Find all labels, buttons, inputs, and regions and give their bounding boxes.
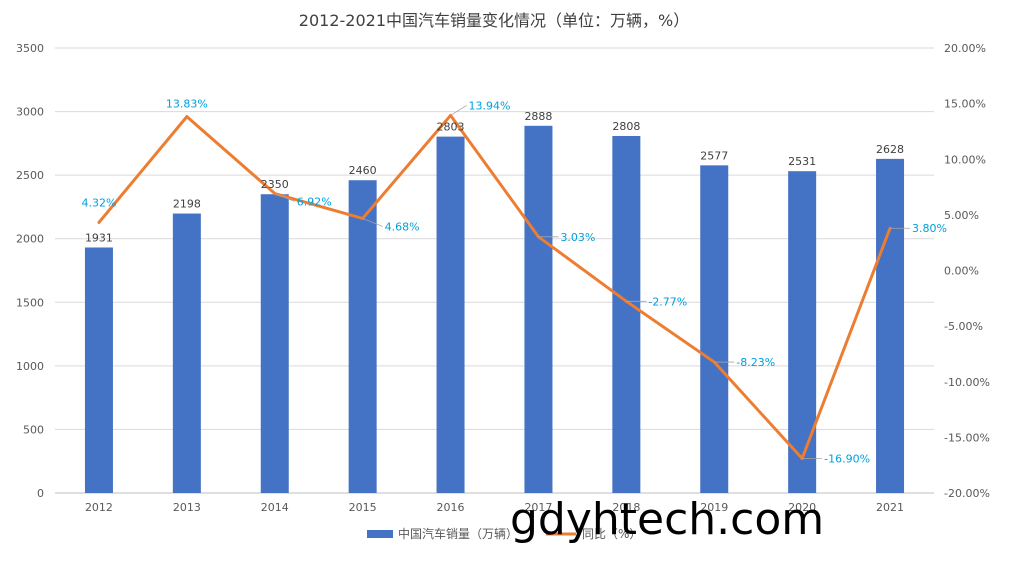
bar [612, 135, 641, 494]
legend: 中国汽车销量（万辆） 同比（%） [367, 526, 641, 541]
y-right-tick-label: -5.00% [944, 320, 983, 333]
chart-title: 2012-2021中国汽车销量变化情况（单位：万辆，%） [299, 11, 689, 30]
x-tick-label: 2013 [173, 501, 201, 514]
y-right-tick-label: -15.00% [944, 431, 990, 444]
bar [172, 213, 201, 494]
watermark-text: gdyhtech.com [510, 494, 825, 545]
label-leader-line [362, 218, 383, 227]
x-tick-label: 2016 [437, 501, 465, 514]
line-point [185, 115, 189, 119]
legend-line-label: 同比（%） [582, 527, 641, 541]
label-leader-line [274, 193, 295, 202]
bar-value-label: 2198 [173, 198, 201, 211]
bar [348, 180, 377, 493]
y-left-tick-label: 0 [37, 487, 44, 500]
bar-value-label: 2888 [524, 110, 552, 123]
bar [524, 125, 553, 493]
y-left-tick-label: 3500 [16, 42, 44, 55]
y-right-tick-label: 5.00% [944, 209, 979, 222]
y-left-tick-label: 2000 [16, 233, 44, 246]
bar-value-label: 2628 [876, 143, 904, 156]
y-right-tick-label: -10.00% [944, 376, 990, 389]
line-point [97, 220, 101, 224]
bar-value-label: 2803 [437, 121, 465, 134]
y-right-tick-label: 20.00% [944, 42, 986, 55]
bar-value-label: 2460 [349, 164, 377, 177]
x-tick-label: 2017 [524, 501, 552, 514]
data-labels: 1931 2198 2350 2460 2803 2888 2808 2577 2531 2628… [81, 98, 947, 466]
bar [260, 194, 289, 493]
y-left-tick-label: 2500 [16, 169, 44, 182]
bar [436, 136, 465, 493]
x-tick-label: 2012 [85, 501, 113, 514]
x-tick-label: 2020 [788, 501, 816, 514]
x-tick-label: 2018 [612, 501, 640, 514]
bar-value-label: 1931 [85, 231, 113, 244]
line-value-label: 4.32% [81, 196, 116, 209]
line-value-label: 6.92% [297, 196, 332, 209]
x-tick-label: 2021 [876, 501, 904, 514]
axes: 0 500 1000 1500 2000 2500 3000 3500 -20.00% -15.0… [16, 42, 990, 514]
line-value-label: -16.90% [824, 453, 870, 466]
y-right-tick-label: 0.00% [944, 265, 979, 278]
bar-series [84, 125, 905, 494]
y-left-tick-label: 1500 [16, 296, 44, 309]
label-leader-line [450, 105, 467, 116]
bar-value-label: 2531 [788, 155, 816, 168]
bar [700, 165, 729, 494]
y-left-tick-label: 1000 [16, 360, 44, 373]
x-tick-label: 2015 [349, 501, 377, 514]
line-value-label: -2.77% [648, 295, 687, 308]
line-path [97, 113, 892, 461]
bar [788, 171, 817, 494]
bar [84, 247, 113, 493]
line-value-label: 13.94% [469, 99, 511, 112]
line-value-label: 13.83% [166, 98, 208, 111]
bar-value-label: 2350 [261, 178, 289, 191]
y-right-tick-label: -20.00% [944, 487, 990, 500]
x-tick-label: 2014 [261, 501, 289, 514]
line-series [97, 113, 892, 461]
y-right-tick-label: 15.00% [944, 98, 986, 111]
legend-bar-swatch [367, 530, 393, 538]
line-value-label: 3.80% [912, 222, 947, 235]
bar-value-label: 2808 [612, 120, 640, 133]
legend-bar-label: 中国汽车销量（万辆） [398, 526, 518, 541]
line-value-label: 4.68% [385, 220, 420, 233]
bar-value-label: 2577 [700, 149, 728, 162]
y-right-tick-label: 10.00% [944, 153, 986, 166]
bar [876, 158, 905, 493]
line-value-label: 3.03% [560, 231, 595, 244]
y-left-tick-label: 500 [23, 423, 44, 436]
line-value-label: -8.23% [736, 356, 775, 369]
x-tick-label: 2019 [700, 501, 728, 514]
y-left-tick-label: 3000 [16, 106, 44, 119]
